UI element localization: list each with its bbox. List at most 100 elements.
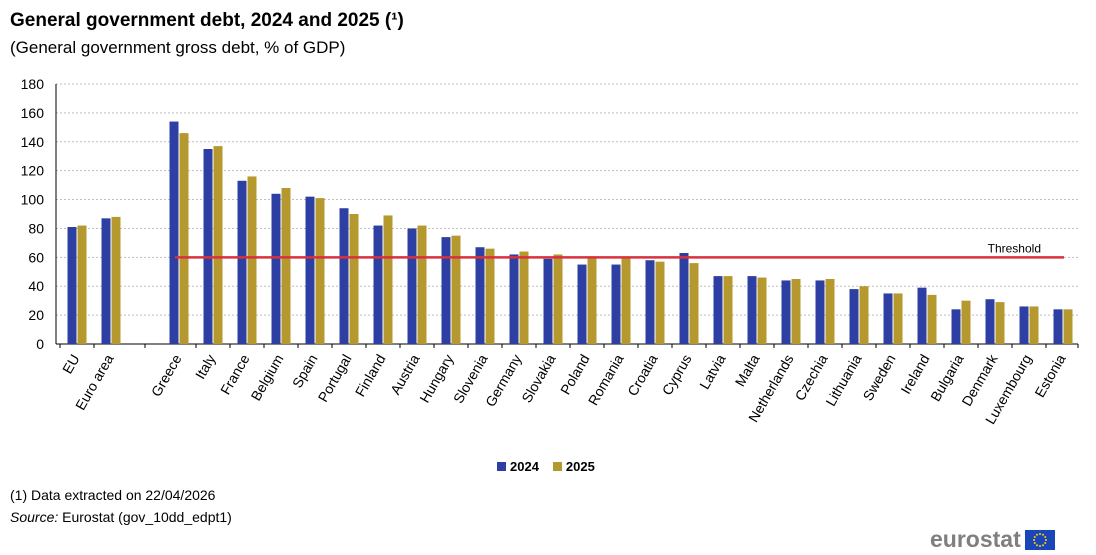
bar-2024-slovenia (475, 247, 485, 344)
bar-2024-austria (407, 228, 417, 344)
y-tick-labels: 0 20 40 60 80 100 120 140 160 180 (21, 76, 45, 352)
bar-2024-denmark (985, 299, 995, 344)
y-tick-label: 20 (28, 307, 44, 323)
bar-2024-slovakia (543, 258, 553, 344)
x-tick-label: Malta (732, 351, 763, 389)
legend-label-2025: 2025 (565, 459, 595, 474)
bar-2025-cyprus (689, 263, 699, 344)
bar-2025-czechia (825, 279, 835, 344)
x-tick-label: Cyprus (659, 352, 695, 398)
bar-2024-lithuania (849, 289, 859, 344)
y-tick-label: 160 (21, 105, 45, 121)
eu-flag-icon (1024, 529, 1055, 550)
y-tick-label: 120 (21, 163, 45, 179)
bar-2025-slovenia (485, 248, 495, 344)
x-tick-label: France (217, 351, 253, 397)
bar-2025-austria (417, 225, 427, 344)
threshold: Threshold (175, 241, 1064, 259)
bar-2024-ireland (917, 287, 927, 344)
source-label: Source: (10, 509, 59, 525)
y-tick-label: 80 (28, 220, 44, 236)
legend: 2024 2025 (497, 459, 609, 474)
logo-text: eurostat (930, 526, 1021, 552)
y-tick-label: 100 (21, 192, 45, 208)
y-tick-label: 40 (28, 278, 44, 294)
bar-2025-spain (315, 198, 325, 344)
y-tick-label: 0 (36, 336, 44, 352)
x-tick-label: Austria (387, 351, 423, 397)
bar-2025-portugal (349, 214, 359, 344)
axes (55, 84, 1079, 348)
bar-2024-estonia (1053, 309, 1063, 344)
bar-2025-netherlands (791, 279, 801, 344)
x-tick-label: Portugal (315, 352, 355, 405)
x-tick-label: Sweden (859, 352, 898, 404)
bar-2024-italy (203, 149, 213, 344)
legend-item-2024: 2024 (497, 459, 539, 474)
x-tick-label: Finland (352, 352, 389, 400)
bar-2025-malta (757, 277, 767, 344)
bar-2024-croatia (645, 260, 655, 344)
bar-2025-poland (587, 257, 597, 344)
bar-2024-luxembourg (1019, 306, 1029, 344)
bar-2025-slovakia (553, 254, 563, 344)
bar-2025-denmark (995, 302, 1005, 344)
y-tick-label: 60 (28, 249, 44, 265)
bar-2025-eu (77, 225, 87, 344)
bar-2025-estonia (1063, 309, 1073, 344)
x-tick-label: Estonia (1031, 351, 1068, 400)
bar-2025-sweden (893, 293, 903, 344)
bar-2024-france (237, 180, 247, 344)
bar-2025-euro-area (111, 216, 121, 344)
bar-2025-france (247, 176, 257, 344)
chart-subtitle: (General government gross debt, % of GDP… (10, 38, 346, 57)
bars (67, 121, 1073, 344)
y-tick-label: 180 (21, 76, 45, 92)
bar-2024-belgium (271, 193, 281, 344)
chart-title: General government debt, 2024 and 2025 (… (10, 10, 404, 31)
bar-2024-finland (373, 225, 383, 344)
bar-2025-croatia (655, 261, 665, 344)
legend-item-2025: 2025 (552, 459, 595, 474)
bar-2024-euro-area (101, 218, 111, 344)
x-tick-label: Croatia (624, 351, 661, 398)
bar-2024-greece (169, 121, 179, 344)
x-tick-label: Italy (192, 352, 219, 382)
source-text: Eurostat (gov_10dd_edpt1) (58, 509, 232, 525)
bar-2024-germany (509, 254, 519, 344)
bar-2025-italy (213, 146, 223, 344)
x-tick-label: EU (59, 352, 83, 377)
y-tick-label: 140 (21, 134, 45, 150)
bar-2024-spain (305, 196, 315, 344)
x-tick-label: Latvia (696, 351, 729, 392)
eurostat-logo: eurostat (930, 526, 1055, 553)
bar-2025-germany (519, 251, 529, 344)
x-tick-label: Poland (557, 352, 593, 398)
x-tick-label: Belgium (247, 352, 286, 404)
bar-2024-latvia (713, 276, 723, 344)
bar-2024-malta (747, 276, 757, 344)
threshold-label: Threshold (988, 241, 1041, 255)
legend-swatch-2025 (552, 462, 562, 471)
bar-2025-hungary (451, 235, 461, 344)
bar-2025-bulgaria (961, 300, 971, 344)
x-tick-label: Ireland (897, 352, 932, 397)
bar-2025-belgium (281, 188, 291, 344)
footnote: (1) Data extracted on 22/04/2026 (10, 487, 216, 503)
bar-2024-romania (611, 264, 621, 344)
bar-2024-eu (67, 227, 77, 344)
x-tick-label: Greece (148, 351, 185, 399)
bar-2024-portugal (339, 208, 349, 344)
bar-2025-greece (179, 133, 189, 344)
bar-2025-finland (383, 215, 393, 344)
bar-2024-cyprus (679, 253, 689, 344)
bar-2024-netherlands (781, 280, 791, 344)
bar-2025-lithuania (859, 286, 869, 344)
bar-2024-sweden (883, 293, 893, 344)
bar-2024-hungary (441, 237, 451, 344)
legend-label-2024: 2024 (510, 459, 539, 474)
source-note: Source: Eurostat (gov_10dd_edpt1) (10, 509, 232, 525)
bar-2024-poland (577, 264, 587, 344)
